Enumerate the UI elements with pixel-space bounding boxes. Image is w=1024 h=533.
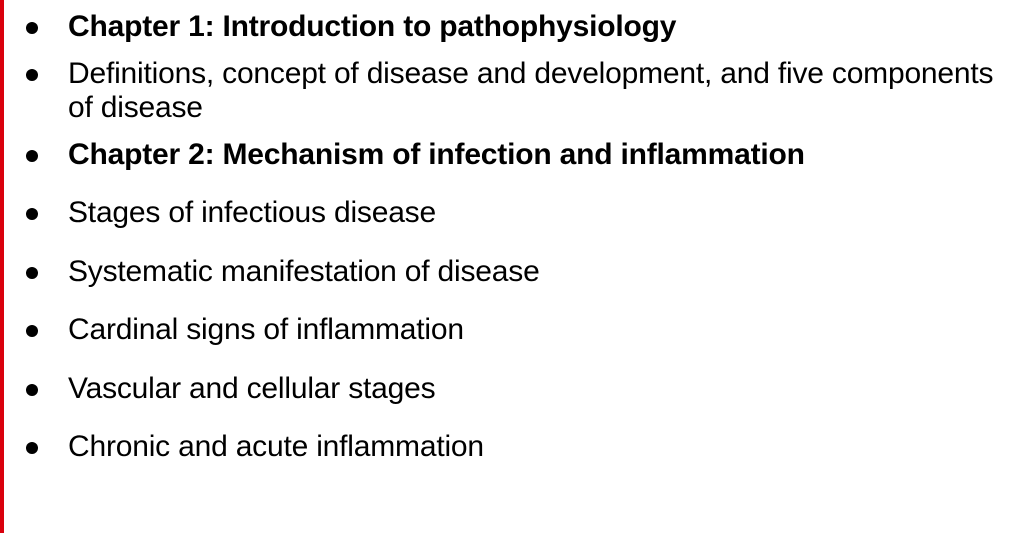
bullet-icon [26, 150, 38, 162]
bullet-icon [26, 267, 38, 279]
outline-item: Chronic and acute inflammation [4, 430, 1004, 465]
bullet-icon [26, 384, 38, 396]
outline-item-text: Stages of infectious disease [68, 196, 436, 229]
outline-item-text: Systematic manifestation of disease [68, 255, 540, 288]
outline-item: Systematic manifestation of disease [4, 255, 1004, 290]
outline-item-text: Chronic and acute inflammation [68, 430, 484, 463]
outline-item: Stages of infectious disease [4, 196, 1004, 231]
slide-page: Chapter 1: Introduction to pathophysiolo… [0, 0, 1024, 533]
bullet-icon [26, 325, 38, 337]
outline-item: Cardinal signs of inflammation [4, 313, 1004, 348]
outline-item-text: Chapter 2: Mechanism of infection and in… [68, 138, 805, 171]
outline-item-text: Vascular and cellular stages [68, 372, 435, 405]
bullet-icon [26, 442, 38, 454]
bullet-icon [26, 208, 38, 220]
bullet-icon [26, 69, 38, 81]
outline-item-text: Cardinal signs of inflammation [68, 313, 464, 346]
outline-item: Vascular and cellular stages [4, 372, 1004, 407]
outline-item: Definitions, concept of disease and deve… [4, 57, 1004, 126]
outline-item-text: Chapter 1: Introduction to pathophysiolo… [68, 10, 676, 43]
outline-item-text: Definitions, concept of disease and deve… [68, 57, 993, 125]
outline-item: Chapter 1: Introduction to pathophysiolo… [4, 10, 1004, 45]
outline-item: Chapter 2: Mechanism of infection and in… [4, 138, 1004, 173]
bullet-icon [26, 22, 38, 34]
outline-list: Chapter 1: Introduction to pathophysiolo… [4, 0, 1004, 465]
